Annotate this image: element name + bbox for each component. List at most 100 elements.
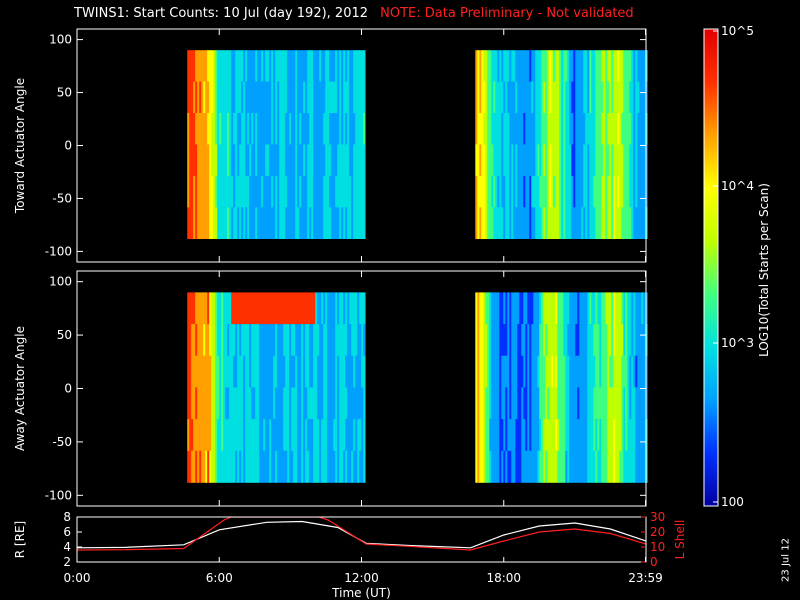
heatmap-cell: [565, 113, 568, 145]
heatmap-cell: [335, 81, 338, 114]
heatmap-cell: [489, 81, 492, 114]
heatmap-cell: [353, 113, 356, 145]
heatmap-cell: [243, 355, 246, 388]
heatmap-cell: [287, 355, 290, 388]
heatmap-cell: [535, 175, 538, 208]
heatmap-cell: [357, 419, 360, 452]
heatmap-cell: [265, 144, 268, 177]
heatmap-cell: [501, 207, 504, 239]
heatmap-cell: [581, 50, 584, 82]
heatmap-cell: [187, 387, 190, 420]
heatmap-cell: [541, 207, 544, 239]
heatmap-cell: [311, 207, 314, 239]
heatmap-cell: [475, 175, 478, 208]
heatmap-cell: [643, 292, 646, 325]
heatmap-cell: [363, 50, 366, 82]
heatmap-cell: [245, 207, 248, 239]
heatmap-cell: [359, 144, 362, 177]
heatmap-cell: [353, 450, 356, 483]
heatmap-cell: [249, 450, 252, 483]
heatmap-cell: [615, 81, 618, 114]
heatmap-cell: [329, 419, 332, 452]
heatmap-cell: [505, 387, 508, 420]
heatmap-cell: [507, 207, 510, 239]
heatmap-cell: [489, 175, 492, 208]
heatmap-cell: [279, 324, 282, 357]
heatmap-cell: [315, 324, 318, 357]
heatmap-cell: [605, 450, 608, 483]
heatmap-cell: [289, 113, 292, 145]
heatmap-cell: [483, 450, 486, 483]
heatmap-cell: [253, 175, 256, 208]
heatmap-cell: [285, 387, 288, 420]
heatmap-cell: [529, 144, 532, 177]
heatmap-cell: [259, 419, 262, 452]
heatmap-cell: [225, 292, 228, 325]
heatmap-cell: [231, 81, 234, 114]
heatmap-cell: [483, 419, 486, 452]
heatmap-cell: [275, 355, 278, 388]
heatmap-cell: [535, 81, 538, 114]
heatmap-cell: [525, 175, 528, 208]
heatmap-cell: [323, 419, 326, 452]
heatmap-cell: [527, 207, 530, 239]
heatmap-cell: [491, 50, 494, 82]
heatmap-cell: [487, 144, 490, 177]
heatmap-cell: [243, 450, 246, 483]
heatmap-cell: [245, 292, 248, 325]
heatmap-cell: [573, 113, 576, 145]
heatmap-cell: [539, 81, 542, 114]
heatmap-cell: [287, 50, 290, 82]
heatmap-cell: [191, 175, 194, 208]
heatmap-cell: [501, 50, 504, 82]
heatmap-cell: [331, 81, 334, 114]
heatmap-cell: [593, 175, 596, 208]
heatmap-cell: [205, 355, 208, 388]
heatmap-cell: [599, 81, 602, 114]
heatmap-cell: [481, 175, 484, 208]
heatmap-cell: [279, 50, 282, 82]
heatmap-cell: [225, 387, 228, 420]
colorbar-tick-label: 10^3: [721, 336, 754, 350]
heatmap-cell: [355, 419, 358, 452]
heatmap-cell: [481, 387, 484, 420]
heatmap-cell: [561, 355, 564, 388]
heatmap-cell: [223, 324, 226, 357]
heatmap-cell: [613, 419, 616, 452]
heatmap-cell: [559, 419, 562, 452]
heatmap-cell: [199, 387, 202, 420]
heatmap-cell: [329, 113, 332, 145]
heatmap-cell: [207, 113, 210, 145]
heatmap-cell: [529, 387, 532, 420]
heatmap-cell: [529, 450, 532, 483]
heatmap-cell: [215, 175, 218, 208]
heatmap-cell: [565, 387, 568, 420]
heatmap-cell: [341, 50, 344, 82]
heatmap-cell: [285, 450, 288, 483]
heatmap-cell: [499, 419, 502, 452]
heatmap-cell: [343, 450, 346, 483]
heatmap-cell: [505, 144, 508, 177]
heatmap-cell: [329, 144, 332, 177]
heatmap-cell: [285, 81, 288, 114]
heatmap-cell: [623, 419, 626, 452]
heatmap-cell: [299, 292, 302, 325]
heatmap-cell: [517, 292, 520, 325]
heatmap-cell: [507, 144, 510, 177]
heatmap-cell: [623, 387, 626, 420]
heatmap-cell: [361, 113, 364, 145]
heatmap-cell: [629, 419, 632, 452]
heatmap-cell: [233, 292, 236, 325]
heatmap-cell: [339, 324, 342, 357]
heatmap-cell: [193, 113, 196, 145]
heatmap-cell: [547, 324, 550, 357]
heatmap-cell: [191, 419, 194, 452]
heatmap-cell: [589, 419, 592, 452]
heatmap-cell: [343, 50, 346, 82]
heatmap-cell: [349, 81, 352, 114]
y-axis-label-right: L Shell: [673, 520, 687, 560]
heatmap-cell: [277, 175, 280, 208]
heatmap-cell: [299, 50, 302, 82]
heatmap-cell: [539, 355, 542, 388]
heatmap-cell: [281, 450, 284, 483]
